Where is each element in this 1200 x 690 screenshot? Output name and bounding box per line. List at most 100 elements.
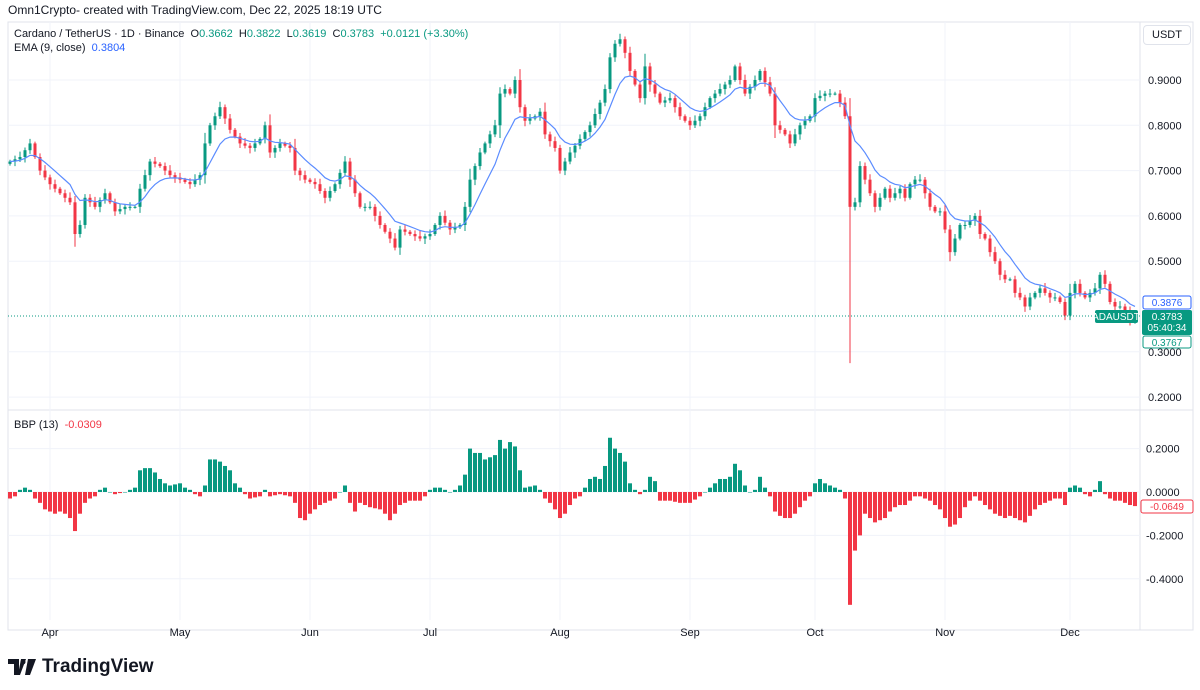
candle-body <box>323 190 327 198</box>
candle-body <box>328 190 332 198</box>
chart-canvas[interactable]: 0.9000 0.8000 0.7000 0.6000 0.5000 0.3000 0.20… <box>0 0 1200 650</box>
bbp-bar <box>723 478 727 492</box>
candle-body <box>48 177 52 185</box>
bbp-bar <box>283 492 287 496</box>
bbp-bar <box>568 492 572 506</box>
candle-body <box>568 152 572 162</box>
price-tick-label: 0.6000 <box>1148 211 1182 223</box>
bbp-bar <box>453 489 457 492</box>
candle-body <box>318 184 322 191</box>
bbp-bar <box>938 492 942 510</box>
candle-body <box>38 157 42 171</box>
bbp-bar <box>1018 492 1022 521</box>
chart-credit: Omn1Crypto- created with TradingView.com… <box>8 3 382 17</box>
bbp-bar <box>418 492 422 501</box>
bbp-bar <box>1078 487 1082 492</box>
bbp-bar <box>688 492 692 503</box>
symbol-legend[interactable]: Cardano / TetherUS · 1D · Binance O0.366… <box>14 28 468 40</box>
candle-body <box>288 145 292 148</box>
candle-body <box>668 98 672 101</box>
bbp-bar <box>308 492 312 514</box>
candle-body <box>743 80 747 94</box>
tradingview-logo[interactable]: TradingView <box>8 656 154 678</box>
candle-body <box>1003 274 1007 280</box>
bbp-bar <box>433 487 437 492</box>
candle-body <box>598 102 602 114</box>
candle-body <box>283 143 287 146</box>
bbp-bar <box>658 492 662 501</box>
bbp-bar <box>503 448 507 492</box>
candle-body <box>293 147 297 171</box>
candle-body <box>843 102 847 117</box>
bbp-bar <box>338 492 342 493</box>
bbp-bar <box>953 492 957 525</box>
candle-body <box>163 166 167 171</box>
candle-body <box>348 161 352 180</box>
candle-body <box>803 120 807 126</box>
bbp-bar <box>693 492 697 500</box>
candle-body <box>213 116 217 126</box>
ema-legend[interactable]: EMA (9, close) 0.3804 <box>14 42 125 54</box>
bbp-bar <box>668 492 672 501</box>
bbp-bar <box>383 492 387 514</box>
candle-body <box>73 202 77 235</box>
bbp-bar <box>893 492 897 508</box>
candle-body <box>58 188 62 194</box>
bbp-bar <box>718 478 722 492</box>
bbp-bar <box>68 492 72 519</box>
open-label: O <box>190 28 200 40</box>
candle-body <box>1078 283 1082 293</box>
bbp-bar <box>633 489 637 492</box>
bbp-bar <box>263 489 267 492</box>
bbp-bar <box>748 492 752 493</box>
candle-body <box>963 224 967 226</box>
bbp-bar <box>708 487 712 492</box>
bbp-bar <box>508 442 512 492</box>
candle-body <box>933 206 937 212</box>
candle-body <box>118 209 122 212</box>
candle-body <box>173 175 177 178</box>
bbp-bar <box>1073 485 1077 492</box>
candle-body <box>423 236 427 239</box>
candle-body <box>1098 274 1102 289</box>
bbp-bar <box>608 437 612 492</box>
candle-body <box>193 179 197 185</box>
bbp-bar <box>643 489 647 492</box>
candle-body <box>653 84 657 94</box>
bbp-bar <box>1133 492 1137 507</box>
bbp-bar <box>248 492 252 499</box>
candles <box>8 33 1137 364</box>
bbp-label: BBP (13) <box>14 419 59 431</box>
candle-body <box>158 163 162 167</box>
candle-body <box>1033 292 1037 298</box>
bbp-bar <box>63 492 67 514</box>
candle-body <box>53 184 57 189</box>
bbp-bar <box>883 492 887 519</box>
candle-body <box>753 80 757 87</box>
bbp-bar <box>333 492 337 499</box>
bbp-bar <box>253 492 257 498</box>
bbp-bar <box>988 492 992 510</box>
close-label: C <box>332 28 341 40</box>
ema-value: 0.3804 <box>91 42 126 54</box>
bbp-bar <box>323 492 327 503</box>
candle-body <box>443 215 447 223</box>
bbp-bar <box>38 492 42 503</box>
candle-body <box>943 211 947 230</box>
candle-body <box>673 98 677 108</box>
candle-body <box>1008 279 1012 281</box>
candle-body <box>848 116 852 207</box>
bbp-bar <box>118 492 122 494</box>
candle-body <box>978 215 982 235</box>
bbp-bar <box>933 492 937 506</box>
candle-body <box>1113 301 1117 307</box>
candle-body <box>968 220 972 225</box>
bbp-bar <box>313 492 317 510</box>
currency-button[interactable]: USDT <box>1143 25 1191 45</box>
bbp-legend[interactable]: BBP (13) -0.0309 <box>14 419 102 431</box>
bbp-bar <box>88 492 92 499</box>
bbp-bar <box>913 492 917 497</box>
bbp-bar <box>1068 487 1072 492</box>
bbp-bar <box>123 492 127 493</box>
candle-body <box>878 197 882 207</box>
